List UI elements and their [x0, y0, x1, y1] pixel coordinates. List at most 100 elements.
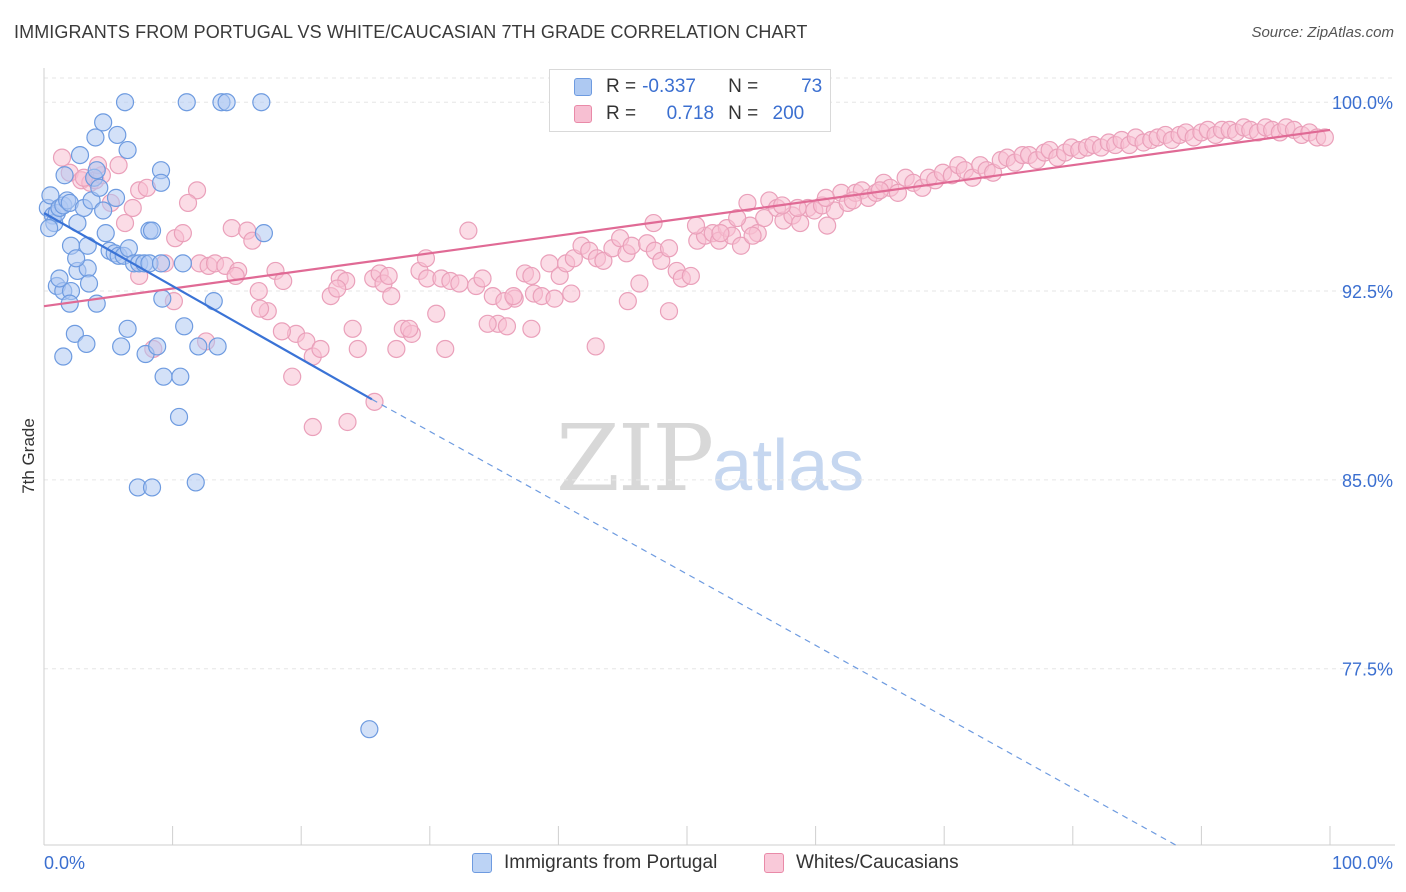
legend-swatch-white — [574, 105, 592, 123]
point-portugal — [118, 319, 137, 338]
point-white — [618, 292, 637, 311]
point-white — [522, 319, 541, 338]
x-tick-label-min: 0.0% — [44, 853, 85, 873]
point-white — [630, 274, 649, 293]
point-white — [586, 337, 605, 356]
point-portugal — [186, 473, 205, 492]
watermark-atlas: atlas — [712, 426, 865, 506]
point-white — [226, 266, 245, 286]
point-white — [622, 236, 641, 255]
point-white — [731, 236, 751, 255]
point-white — [222, 219, 241, 238]
point-portugal — [50, 269, 69, 288]
legend-n-label: N = — [728, 76, 759, 97]
point-portugal — [40, 219, 59, 238]
point-portugal — [171, 367, 190, 386]
series-swatch-white — [764, 853, 784, 873]
point-portugal — [119, 239, 138, 258]
point-white — [249, 281, 268, 301]
point-white — [382, 286, 401, 306]
y-axis-label: 7th Grade — [19, 418, 38, 494]
y-tick-label: 85.0% — [1342, 471, 1393, 491]
series-label-white: Whites/Caucasians — [796, 852, 959, 873]
point-portugal — [86, 128, 105, 147]
legend-n-value-white: 200 — [772, 103, 805, 124]
point-white — [681, 266, 700, 286]
point-portugal — [55, 166, 74, 185]
point-portugal — [94, 113, 113, 132]
point-white — [115, 213, 135, 233]
point-white — [365, 392, 384, 411]
point-portugal — [189, 337, 208, 356]
point-white — [328, 279, 347, 298]
legend-row-white: R = 0.718 N = 200 — [574, 101, 804, 127]
point-portugal — [360, 720, 379, 739]
legend-r-value-portugal: -0.337 — [642, 76, 696, 97]
trendline-white — [43, 128, 1331, 308]
point-portugal — [151, 254, 171, 273]
point-white — [711, 224, 730, 243]
y-tick-label: 92.5% — [1342, 282, 1393, 302]
point-white — [343, 319, 362, 338]
y-tick-label: 77.5% — [1342, 660, 1393, 680]
point-white — [109, 156, 128, 175]
point-white — [272, 322, 292, 341]
legend-n-value-portugal: 73 — [801, 76, 823, 97]
point-white — [594, 251, 613, 270]
point-white — [545, 289, 564, 308]
point-portugal — [252, 93, 271, 112]
point-white — [173, 224, 192, 243]
point-white — [311, 339, 330, 359]
point-white — [123, 198, 142, 218]
series-label-portugal: Immigrants from Portugal — [504, 852, 718, 873]
point-white — [427, 304, 446, 323]
point-portugal — [54, 347, 73, 366]
point-white — [686, 216, 706, 235]
point-portugal — [106, 188, 126, 207]
point-white — [187, 181, 207, 200]
point-white — [888, 183, 908, 202]
watermark: ZIPatlas — [556, 405, 864, 512]
point-portugal — [112, 337, 131, 356]
point-white — [497, 317, 517, 336]
trendline-portugal — [43, 212, 373, 401]
y-tick-label: 100.0% — [1332, 93, 1393, 113]
series-legend-white[interactable]: Whites/Caucasians — [764, 852, 959, 874]
point-portugal — [87, 161, 106, 180]
point-portugal — [96, 224, 115, 243]
legend-r-value-white: 0.718 — [666, 103, 715, 124]
chart-title: IMMIGRANTS FROM PORTUGAL VS WHITE/CAUCAS… — [14, 22, 808, 42]
point-white — [178, 193, 198, 213]
point-white — [1315, 128, 1334, 147]
legend-r-label: R = — [606, 103, 637, 124]
point-portugal — [142, 221, 162, 240]
point-portugal — [70, 145, 90, 165]
series-legend-portugal[interactable]: Immigrants from Portugal — [472, 852, 717, 874]
point-portugal — [142, 478, 162, 497]
point-white — [459, 221, 478, 240]
point-white — [791, 213, 810, 233]
point-portugal — [77, 334, 96, 354]
point-portugal — [169, 407, 189, 427]
point-white — [522, 266, 541, 286]
point-portugal — [41, 186, 60, 205]
point-portugal — [175, 317, 194, 336]
point-white — [659, 239, 679, 258]
legend-n-label: N = — [728, 103, 759, 124]
legend-row-portugal: R = -0.337 N = 73 — [574, 74, 822, 100]
point-white — [473, 269, 492, 288]
legend-r-label: R = — [606, 76, 637, 97]
point-white — [738, 193, 757, 213]
stats-legend: R = -0.337 N = 73 R = 0.718 N = 200 — [549, 69, 831, 132]
point-white — [348, 339, 367, 359]
point-white — [250, 299, 270, 318]
point-portugal — [115, 93, 135, 112]
point-portugal — [148, 337, 167, 356]
point-portugal — [118, 140, 137, 160]
point-white — [387, 339, 406, 359]
point-portugal — [94, 201, 113, 220]
point-white — [562, 284, 581, 303]
point-white — [283, 367, 302, 386]
point-white — [400, 319, 419, 338]
